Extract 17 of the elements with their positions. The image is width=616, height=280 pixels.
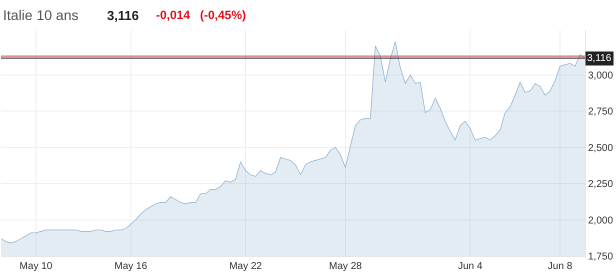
x-tick-label: May 10	[20, 261, 53, 272]
ref-line-label: 3,116	[587, 53, 612, 64]
x-tick-label: Jun 4	[458, 261, 483, 272]
x-tick-label: May 28	[329, 261, 362, 272]
chart-title: Italie 10 ans	[3, 7, 78, 23]
y-tick-label: 2,000	[588, 215, 614, 226]
y-tick-label: 2,750	[588, 106, 614, 118]
x-tick-label: May 16	[114, 261, 148, 272]
y-tick-label: 3,000	[588, 70, 614, 82]
y-tick-label: 2,500	[588, 142, 614, 154]
y-tick-label: 1,750	[588, 252, 614, 262]
text: -0,014	[156, 8, 190, 22]
text: 3,116	[107, 8, 139, 23]
x-tick-label: Jun 8	[548, 261, 573, 272]
y-tick-label: 2,250	[588, 179, 614, 190]
text: (-0,45%)	[200, 8, 246, 22]
x-tick-label: May 22	[229, 261, 262, 272]
